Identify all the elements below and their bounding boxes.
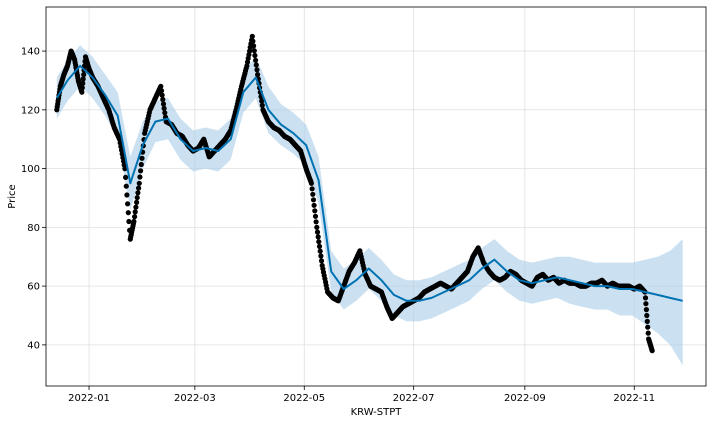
x-tick-label: 2022-05 [283, 393, 325, 404]
observed-point [81, 72, 87, 78]
observed-point [314, 224, 320, 230]
observed-point [259, 98, 265, 104]
y-tick-label: 120 [21, 105, 40, 116]
y-tick-label: 40 [27, 340, 40, 351]
x-tick-label: 2022-01 [68, 393, 110, 404]
observed-point [139, 155, 145, 161]
y-axis-label: Price [7, 184, 18, 208]
observed-point [643, 301, 649, 307]
x-tick-label: 2022-11 [613, 393, 655, 404]
observed-point [123, 183, 129, 189]
observed-point [318, 253, 324, 259]
observed-point [251, 48, 257, 54]
observed-point [312, 208, 318, 214]
observed-point [308, 180, 314, 186]
observed-point [315, 234, 321, 240]
observed-point [644, 312, 650, 319]
x-tick-label: 2022-07 [393, 393, 435, 404]
observed-point [131, 218, 137, 225]
observed-point [159, 92, 165, 98]
observed-point [160, 96, 166, 103]
observed-point [310, 191, 316, 197]
observed-point [161, 105, 167, 111]
observed-point [126, 218, 132, 225]
observed-point [259, 102, 265, 108]
observed-point [158, 88, 165, 94]
x-axis-label: KRW-STPT [351, 407, 403, 418]
observed-point [645, 330, 651, 336]
observed-point [311, 202, 317, 208]
observed-point [158, 83, 164, 89]
observed-point [79, 85, 85, 91]
observed-point [124, 192, 130, 198]
x-tick-label: 2022-03 [174, 393, 216, 404]
observed-point [133, 204, 139, 210]
observed-point [312, 213, 319, 219]
observed-point [316, 239, 322, 245]
observed-point [160, 101, 167, 107]
observed-point [309, 186, 315, 192]
observed-point [122, 166, 128, 172]
observed-point [132, 209, 138, 215]
observed-point [649, 348, 655, 354]
observed-point [136, 180, 142, 186]
observed-point [137, 174, 143, 180]
observed-point [643, 307, 650, 313]
y-tick-label: 100 [21, 164, 40, 175]
observed-point [125, 201, 131, 207]
observed-point [645, 324, 651, 330]
y-tick-label: 80 [27, 223, 40, 234]
observed-point [252, 52, 258, 59]
observed-point [253, 57, 259, 63]
observed-point [80, 80, 86, 86]
x-axis-ticks: 2022-01 2022-03 2022-05 2022-07 2022-09 2022-… [68, 386, 655, 404]
observed-point [250, 38, 256, 44]
observed-point [123, 174, 129, 180]
y-tick-label: 140 [21, 47, 40, 58]
observed-point [644, 318, 650, 324]
observed-point [132, 214, 138, 220]
observed-point [138, 161, 144, 168]
observed-point [316, 243, 323, 249]
observed-point [135, 190, 141, 196]
observed-point [314, 229, 321, 235]
forecast-line [55, 64, 683, 302]
observed-point [134, 195, 140, 201]
x-tick-label: 2022-09 [504, 393, 546, 404]
observed-point [80, 76, 86, 82]
observed-point [254, 67, 260, 73]
observed-point [162, 110, 168, 116]
plot-frame [45, 6, 707, 387]
observed-point [310, 197, 317, 203]
observed-point [318, 258, 325, 264]
observed-point [125, 210, 131, 216]
observed-point [79, 89, 85, 95]
observed-point [642, 295, 649, 301]
y-axis-ticks: 40 60 80 100 120 140 [21, 47, 46, 351]
observed-point [138, 168, 144, 174]
observed-point [136, 185, 142, 191]
forecast-series-line [55, 64, 683, 302]
observed-point [253, 62, 259, 68]
observed-point [255, 72, 261, 78]
observed-point [134, 199, 140, 205]
observed-point [313, 219, 319, 225]
observed-point [317, 248, 323, 254]
y-tick-label: 60 [27, 282, 40, 293]
observed-point [249, 33, 255, 40]
observed-point [251, 43, 257, 49]
